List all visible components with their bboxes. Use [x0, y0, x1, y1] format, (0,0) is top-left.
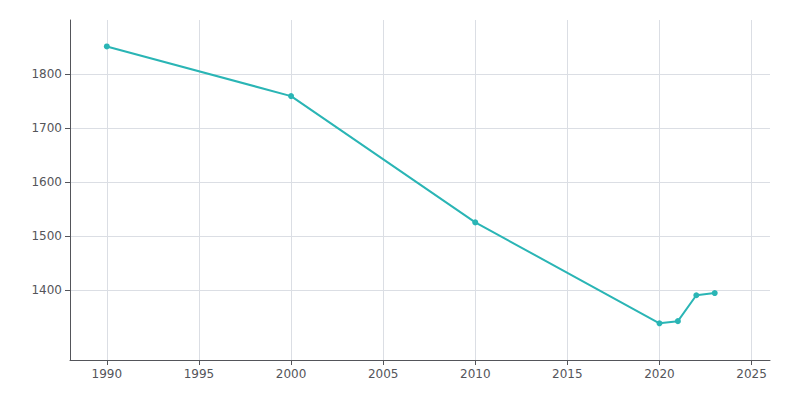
- svg-text:2025: 2025: [736, 367, 767, 381]
- svg-text:1990: 1990: [92, 367, 123, 381]
- svg-text:2000: 2000: [276, 367, 307, 381]
- svg-text:1400: 1400: [31, 283, 62, 297]
- svg-text:2015: 2015: [552, 367, 583, 381]
- svg-text:1500: 1500: [31, 229, 62, 243]
- svg-text:2010: 2010: [460, 367, 491, 381]
- svg-text:2020: 2020: [644, 367, 675, 381]
- svg-text:1995: 1995: [184, 367, 215, 381]
- svg-text:1600: 1600: [31, 175, 62, 189]
- svg-text:1700: 1700: [31, 121, 62, 135]
- svg-text:2005: 2005: [368, 367, 399, 381]
- svg-text:1800: 1800: [31, 67, 62, 81]
